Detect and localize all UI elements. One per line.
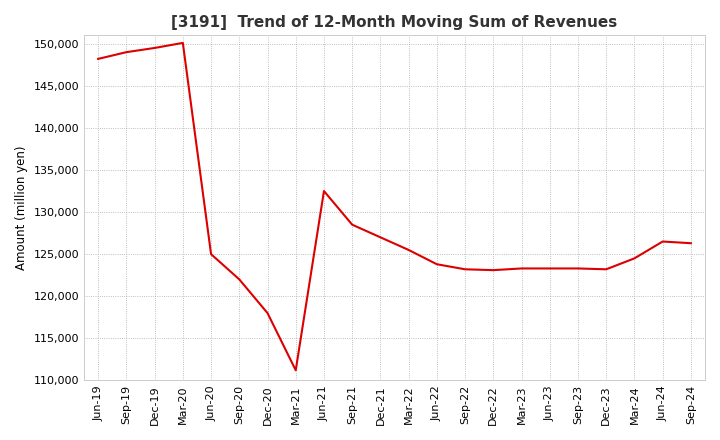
Title: [3191]  Trend of 12-Month Moving Sum of Revenues: [3191] Trend of 12-Month Moving Sum of R…: [171, 15, 618, 30]
Y-axis label: Amount (million yen): Amount (million yen): [15, 146, 28, 270]
